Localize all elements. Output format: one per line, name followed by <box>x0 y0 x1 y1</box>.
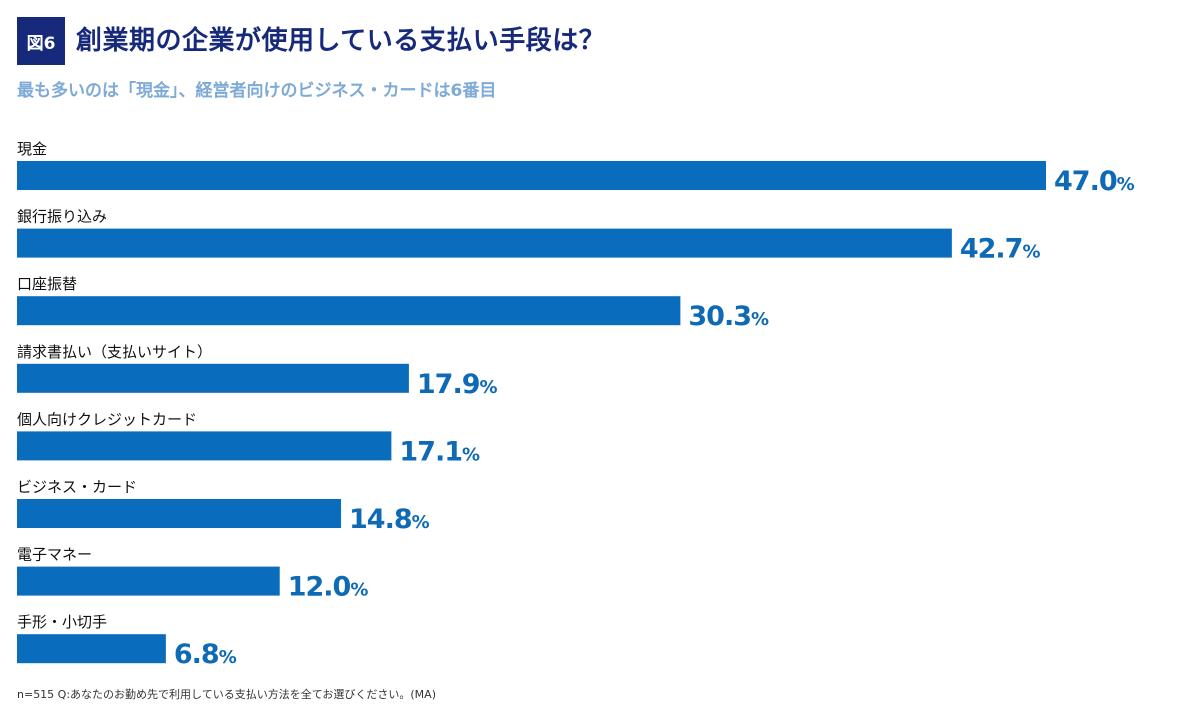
category-label: 電子マネー <box>17 546 92 564</box>
chart-subtitle: 最も多いのは「現金」、経営者向けのビジネス・カードは6番目 <box>17 81 497 101</box>
category-label: 口座振替 <box>17 275 77 293</box>
footnote: n=515 Q:あなたのお勤め先で利用している支払い方法を全てお選びください。(… <box>17 688 436 701</box>
bar <box>17 634 166 664</box>
bar <box>17 499 342 528</box>
chart-title: 創業期の企業が使用している支払い手段は？ <box>76 26 606 56</box>
category-label: 個人向けクレジットカード <box>17 410 197 428</box>
value-label: 17.9% <box>417 369 498 400</box>
value-label: 47.0% <box>1054 166 1135 197</box>
bar <box>17 566 280 596</box>
value-label: 6.8% <box>174 639 237 670</box>
value-label: 14.8% <box>349 504 430 535</box>
value-label: 30.3% <box>688 301 769 332</box>
category-label: 手形・小切手 <box>17 613 107 631</box>
bar <box>17 363 409 393</box>
bar <box>17 228 952 258</box>
bar <box>17 431 392 461</box>
value-label: 42.7% <box>960 234 1041 265</box>
category-label: 銀行振り込み <box>17 208 107 226</box>
category-label: ビジネス・カード <box>17 478 137 496</box>
figure-badge: 図6 <box>17 17 65 65</box>
value-label: 12.0% <box>288 572 369 603</box>
category-label: 現金 <box>17 140 47 158</box>
bar <box>17 296 681 326</box>
bar <box>17 161 1046 190</box>
category-label: 請求書払い（支払いサイト） <box>17 343 212 361</box>
value-label: 17.1% <box>399 436 480 467</box>
